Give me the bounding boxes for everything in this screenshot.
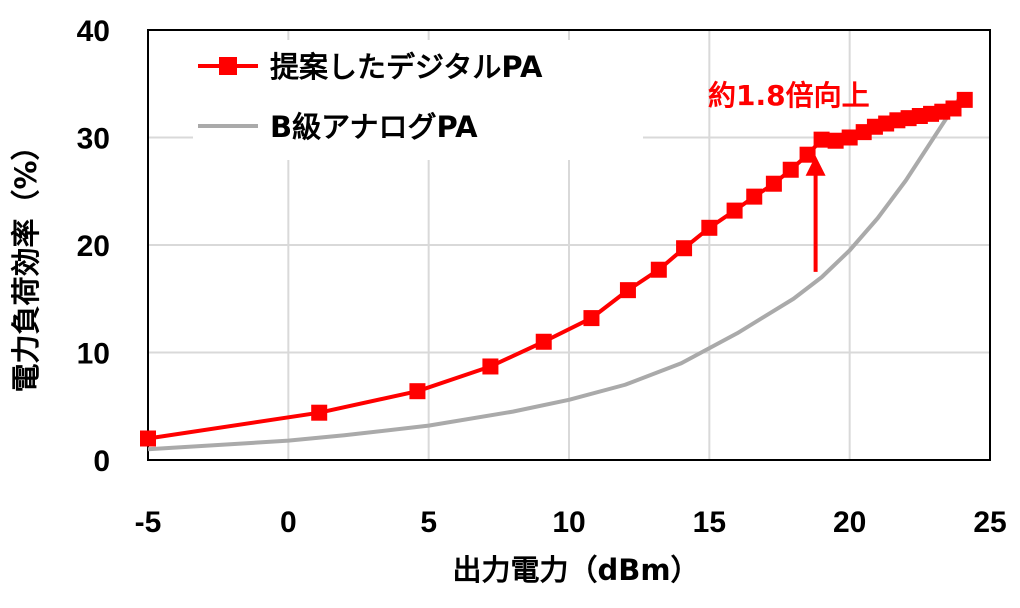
y-tick-label: 0 [93, 445, 110, 478]
data-point-proposed [799, 146, 816, 163]
data-point-proposed [140, 430, 156, 447]
legend-background [193, 40, 643, 160]
data-point-proposed [311, 404, 328, 421]
data-point-proposed [956, 91, 973, 108]
x-tick-label: 5 [420, 506, 437, 539]
y-tick-label: 30 [77, 123, 110, 156]
annotation: 約1.8倍向上 [708, 79, 870, 272]
legend-marker-proposed [219, 57, 237, 75]
x-axis-title: 出力電力（dBm） [452, 553, 699, 587]
data-point-proposed [676, 240, 693, 257]
data-point-proposed [726, 202, 743, 219]
x-tick-label: -5 [135, 506, 162, 539]
y-tick-label: 20 [77, 230, 110, 263]
data-point-proposed [782, 161, 799, 178]
series-line-classb [147, 93, 964, 452]
x-tick-label: 0 [280, 506, 297, 539]
x-tick-label: 25 [973, 506, 1006, 539]
plot-area-border [147, 29, 991, 461]
series-layer [140, 91, 973, 452]
data-point-proposed [765, 175, 782, 192]
legend: 提案したデジタルPA B級アナログPA [193, 40, 643, 160]
data-point-proposed [650, 261, 667, 278]
data-point-proposed [482, 358, 499, 375]
annotation-text: 約1.8倍向上 [708, 79, 870, 112]
data-point-proposed [701, 219, 718, 236]
y-tick-label: 10 [77, 338, 110, 371]
data-point-proposed [583, 310, 600, 327]
data-point-proposed [827, 132, 844, 149]
data-point-proposed [841, 129, 858, 146]
x-tick-label: 10 [552, 506, 585, 539]
tick-labels: -5 0 5 10 15 20 25 0 10 20 30 40 [77, 15, 1007, 539]
data-point-proposed [813, 131, 830, 148]
data-point-proposed [746, 188, 763, 205]
data-point-proposed [619, 282, 636, 299]
data-point-proposed [409, 383, 426, 400]
x-tick-label: 15 [693, 506, 726, 539]
data-point-proposed [535, 333, 552, 350]
y-axis-title: 電力負荷効率（%） [9, 131, 43, 392]
y-tick-label: 40 [77, 15, 110, 48]
legend-label-proposed: 提案したデジタルPA [270, 50, 543, 84]
x-tick-label: 20 [833, 506, 866, 539]
annotation-arrow-head [805, 155, 826, 176]
legend-label-classb: B級アナログPA [270, 110, 478, 144]
